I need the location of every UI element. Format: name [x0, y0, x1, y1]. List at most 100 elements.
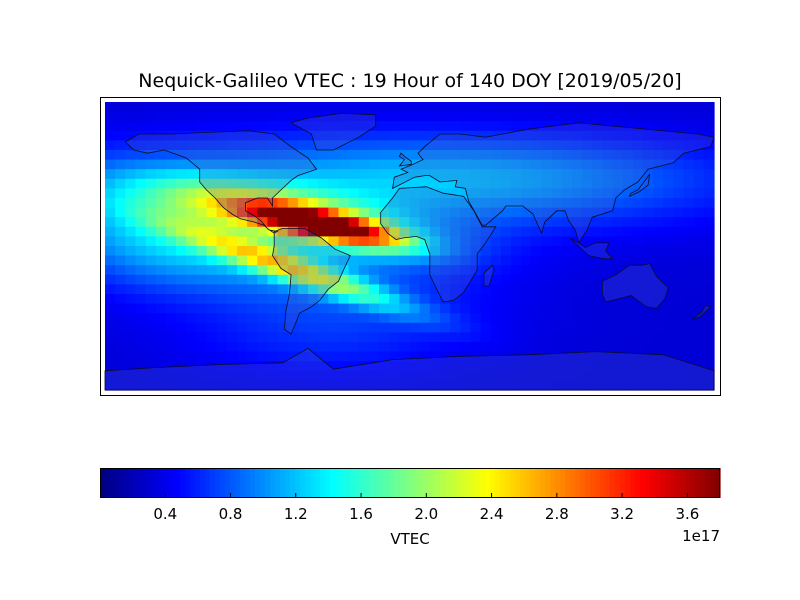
heatmap-cell	[470, 351, 482, 362]
heatmap-cell	[663, 121, 674, 132]
heatmap-cell	[145, 303, 157, 314]
heatmap-cell	[348, 303, 360, 314]
heatmap-cell	[592, 246, 603, 257]
heatmap-cell	[490, 102, 502, 113]
heatmap-cell	[541, 159, 553, 170]
heatmap-cell	[429, 159, 441, 170]
heatmap-cell	[419, 150, 431, 161]
heatmap-cell	[561, 313, 573, 324]
heatmap-cell	[399, 159, 411, 170]
heatmap-cell	[703, 380, 715, 391]
heatmap-cell	[176, 217, 187, 228]
heatmap-cell	[592, 159, 603, 170]
heatmap-cell	[622, 370, 634, 381]
heatmap-cell	[257, 111, 268, 122]
heatmap-cell	[186, 255, 197, 266]
heatmap-cell	[480, 111, 492, 122]
heatmap-cell	[653, 332, 664, 343]
heatmap-cell	[653, 313, 664, 324]
heatmap-cell	[267, 294, 279, 305]
heatmap-cell	[318, 370, 329, 381]
heatmap-cell	[145, 140, 157, 151]
heatmap-cell	[226, 130, 238, 141]
heatmap-cell	[490, 294, 502, 305]
heatmap-cell	[561, 265, 573, 276]
heatmap-cell	[236, 150, 248, 161]
heatmap-cell	[602, 303, 614, 314]
heatmap-cell	[216, 198, 228, 209]
heatmap-cell	[348, 207, 360, 218]
heatmap-cell	[582, 111, 593, 122]
heatmap-cell	[216, 255, 228, 266]
heatmap-cell	[439, 130, 451, 141]
colorbar-segment	[480, 468, 486, 498]
heatmap-cell	[531, 207, 543, 218]
colorbar-segment	[580, 468, 586, 498]
heatmap-cell	[318, 198, 329, 209]
heatmap-cell	[297, 246, 309, 257]
heatmap-cell	[450, 380, 461, 391]
colorbar-tick-label: 2.8	[545, 505, 569, 523]
heatmap-cell	[308, 332, 319, 343]
colorbar-segment	[415, 468, 421, 498]
heatmap-cell	[379, 370, 390, 381]
heatmap-cell	[582, 342, 593, 353]
heatmap-cell	[368, 130, 380, 141]
heatmap-cell	[612, 342, 624, 353]
heatmap-cell	[561, 169, 573, 180]
heatmap-cell	[247, 361, 258, 372]
heatmap-cell	[277, 246, 289, 257]
heatmap-cell	[338, 265, 350, 276]
heatmap-cell	[267, 246, 279, 257]
heatmap-cell	[490, 121, 502, 132]
heatmap-cell	[145, 255, 157, 266]
heatmap-cell	[297, 102, 309, 113]
heatmap-cell	[308, 236, 319, 247]
heatmap-cell	[703, 169, 715, 180]
heatmap-cell	[460, 246, 471, 257]
heatmap-cell	[703, 303, 715, 314]
heatmap-cell	[308, 274, 319, 285]
heatmap-cell	[368, 226, 380, 237]
heatmap-cell	[196, 150, 208, 161]
landmass-north-america	[124, 130, 318, 234]
heatmap-cell	[105, 284, 116, 295]
heatmap-cell	[176, 130, 187, 141]
heatmap-cell	[500, 265, 512, 276]
heatmap-cell	[409, 130, 421, 141]
heatmap-cell	[602, 342, 614, 353]
colorbar-segment	[345, 468, 351, 498]
heatmap-cell	[358, 169, 370, 180]
heatmap-cell	[500, 198, 512, 209]
heatmap-cell	[247, 159, 258, 170]
heatmap-cell	[115, 370, 126, 381]
heatmap-cell	[358, 294, 370, 305]
heatmap-cell	[551, 265, 563, 276]
heatmap-cell	[318, 169, 329, 180]
heatmap-cell	[429, 303, 441, 314]
heatmap-cell	[389, 351, 400, 362]
heatmap-cell	[571, 303, 583, 314]
heatmap-cell	[592, 380, 603, 391]
colorbar-segment	[625, 468, 631, 498]
heatmap-cell	[277, 217, 289, 228]
heatmap-cell	[703, 159, 715, 170]
heatmap-cell	[521, 284, 532, 295]
heatmap-cell	[358, 265, 370, 276]
heatmap-cell	[379, 121, 390, 132]
heatmap-cell	[379, 111, 390, 122]
heatmap-cell	[399, 342, 411, 353]
heatmap-cell	[206, 294, 218, 305]
heatmap-cell	[622, 322, 634, 333]
heatmap-cell	[582, 284, 593, 295]
heatmap-cell	[247, 246, 258, 257]
colorbar-segment	[555, 468, 561, 498]
heatmap-cell	[439, 102, 451, 113]
heatmap-cell	[247, 102, 258, 113]
heatmap-cell	[297, 188, 309, 199]
heatmap-cell	[287, 217, 299, 228]
heatmap-cell	[287, 178, 299, 189]
heatmap-cell	[267, 236, 279, 247]
heatmap-cell	[673, 207, 685, 218]
heatmap-cell	[379, 284, 390, 295]
